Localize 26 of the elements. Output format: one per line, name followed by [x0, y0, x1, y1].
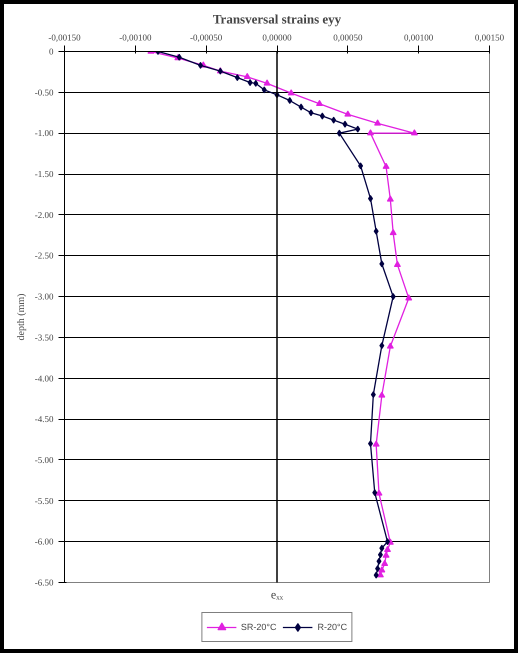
- y-tick-label: -2.00: [34, 210, 54, 220]
- legend-label: SR-20°C: [240, 622, 276, 632]
- y-tick-label: -6.50: [34, 578, 54, 588]
- chart-title: Transversal strains eyy: [212, 12, 342, 26]
- x-tick-label: 0,00100: [404, 32, 434, 42]
- y-tick-label: -1.50: [34, 169, 54, 180]
- y-tick-label: -5.50: [34, 496, 54, 506]
- x-axis-title: eₓₓ: [270, 588, 284, 602]
- y-tick-label: -6.00: [34, 536, 54, 547]
- legend-label: R-20°C: [318, 622, 348, 632]
- x-tick-label: -0,00050: [190, 32, 223, 42]
- y-tick-label: 0: [49, 46, 54, 56]
- y-tick-label: -0.50: [34, 87, 54, 98]
- y-tick-label: -3.00: [34, 292, 54, 302]
- y-axis-title: depth (mm): [16, 294, 27, 340]
- y-tick-label: -1.00: [34, 128, 54, 138]
- x-tick-label: -0,00100: [119, 32, 152, 42]
- y-tick-label: -5.00: [34, 454, 54, 465]
- y-tick-label: -4.50: [34, 414, 54, 424]
- x-tick-label: 0,00000: [262, 32, 292, 42]
- y-tick-label: -2.50: [34, 250, 54, 261]
- x-tick-label: 0,00050: [333, 32, 363, 42]
- x-tick-label: -0,00150: [48, 32, 82, 42]
- x-tick-label: 0,00150: [474, 32, 505, 42]
- y-tick-label: -3.50: [34, 332, 54, 342]
- y-tick-label: -4.00: [34, 373, 54, 384]
